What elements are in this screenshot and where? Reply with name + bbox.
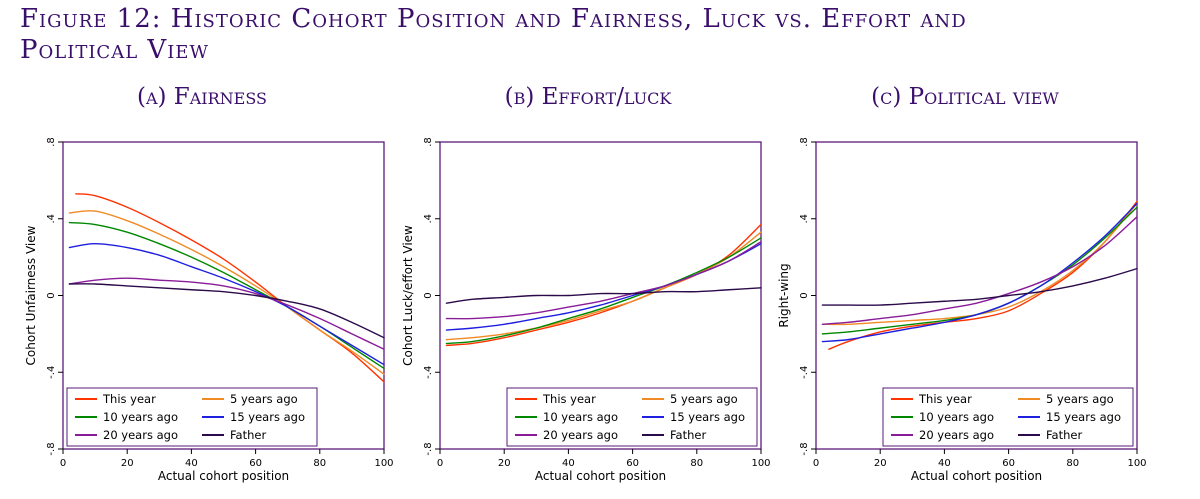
series-line-20-years-ago [445, 241, 762, 320]
legend-label: 10 years ago [543, 410, 618, 424]
series-line-10-years-ago [445, 237, 762, 345]
figure-title: Figure 12: Historic Cohort Position and … [20, 4, 1190, 66]
y-axis-label: Right-wing [777, 263, 791, 327]
x-tick-label: 60 [1002, 458, 1015, 469]
legend: This year 5 years ago 10 years ago 15 years… [506, 387, 758, 447]
legend-label: This year [542, 392, 596, 406]
y-tick-label: .8 [799, 137, 810, 147]
x-tick-label: 100 [751, 458, 770, 469]
x-tick-label: 40 [185, 458, 198, 469]
x-tick-label: 80 [690, 458, 703, 469]
panel-title-c: (c) Political view [871, 84, 1059, 110]
legend-label: 15 years ago [1046, 410, 1121, 424]
legend-box [882, 387, 1134, 447]
x-axis-label: Actual cohort position [158, 469, 289, 483]
legend-label: This year [918, 392, 972, 406]
legend-label: This year [102, 392, 156, 406]
y-tick-label: -.4 [799, 366, 810, 379]
y-tick-label: .4 [46, 214, 57, 224]
x-tick-label: 20 [121, 458, 134, 469]
legend-label: 5 years ago [230, 392, 298, 406]
x-axis-label: Actual cohort position [911, 469, 1042, 483]
legend-label: 10 years ago [103, 410, 178, 424]
legend-label: 15 years ago [230, 410, 305, 424]
y-tick-label: .4 [423, 214, 434, 224]
y-tick-label: -.4 [46, 366, 57, 379]
x-tick-label: 0 [60, 458, 66, 469]
y-tick-label: .4 [799, 214, 810, 224]
y-axis-label: Cohort Luck/effort View [401, 225, 415, 366]
legend-label: 20 years ago [919, 428, 994, 442]
legend-label: Father [230, 428, 266, 442]
legend-label: Father [1046, 428, 1082, 442]
legend-box [506, 387, 758, 447]
series-line-5-years-ago [445, 231, 762, 341]
series-line-15-years-ago [821, 202, 1138, 343]
x-tick-label: 40 [562, 458, 575, 469]
x-axis-label: Actual cohort position [535, 469, 666, 483]
y-tick-label: -.8 [799, 442, 810, 455]
legend-label: 10 years ago [919, 410, 994, 424]
x-tick-label: 0 [437, 458, 443, 469]
series-line-20-years-ago [68, 277, 385, 350]
series-line-15-years-ago [68, 242, 385, 366]
series-line-father [445, 287, 762, 304]
panel-title-b: (b) Effort/luck [504, 84, 672, 110]
x-tick-label: 60 [626, 458, 639, 469]
x-tick-label: 100 [374, 458, 393, 469]
legend-label: 15 years ago [670, 410, 745, 424]
legend-box [66, 387, 318, 447]
figure-title-line-1: Figure 12: Historic Cohort Position and … [20, 4, 967, 34]
legend-label: Father [670, 428, 706, 442]
y-tick-label: .8 [423, 137, 434, 147]
series-line-5-years-ago [68, 210, 385, 375]
x-tick-label: 40 [938, 458, 951, 469]
x-tick-label: 0 [813, 458, 819, 469]
y-tick-label: .8 [46, 137, 57, 147]
panel-title-a: (a) Fairness [136, 84, 267, 110]
chart-political-view: -.8 -.4 0 .4 .8 0 20 40 60 80 100 Actual cohort pos… [777, 137, 1147, 483]
legend: This year 5 years ago 10 years ago 15 years… [882, 387, 1134, 447]
y-tick-label: 0 [423, 292, 434, 298]
x-tick-label: 20 [874, 458, 887, 469]
y-tick-label: 0 [799, 292, 810, 298]
y-tick-label: -.8 [423, 442, 434, 455]
legend: This year 5 years ago 10 years ago 15 years… [66, 387, 318, 447]
series-line-father [821, 267, 1138, 306]
y-tick-label: 0 [46, 292, 57, 298]
x-tick-label: 60 [249, 458, 262, 469]
x-tick-label: 80 [313, 458, 326, 469]
y-axis-label: Cohort Unfairness View [24, 225, 38, 365]
series-line-20-years-ago [821, 216, 1138, 325]
legend-label: 5 years ago [1046, 392, 1114, 406]
y-tick-label: -.4 [423, 366, 434, 379]
x-tick-label: 80 [1066, 458, 1079, 469]
legend-label: 5 years ago [670, 392, 738, 406]
series-line-this-year [828, 200, 1138, 350]
legend-label: 20 years ago [103, 428, 178, 442]
figure-title-line-2: Political View [20, 35, 209, 65]
y-tick-label: -.8 [46, 442, 57, 455]
chart-effort-luck: -.8 -.4 0 .4 .8 0 20 40 60 80 100 Actual cohort pos… [401, 137, 771, 483]
series-line-father [68, 283, 385, 339]
x-tick-label: 20 [498, 458, 511, 469]
x-tick-label: 100 [1127, 458, 1146, 469]
legend-label: 20 years ago [543, 428, 618, 442]
chart-fairness: -.8 -.4 0 .4 .8 0 20 40 60 80 100 Actual cohort pos… [24, 137, 394, 483]
